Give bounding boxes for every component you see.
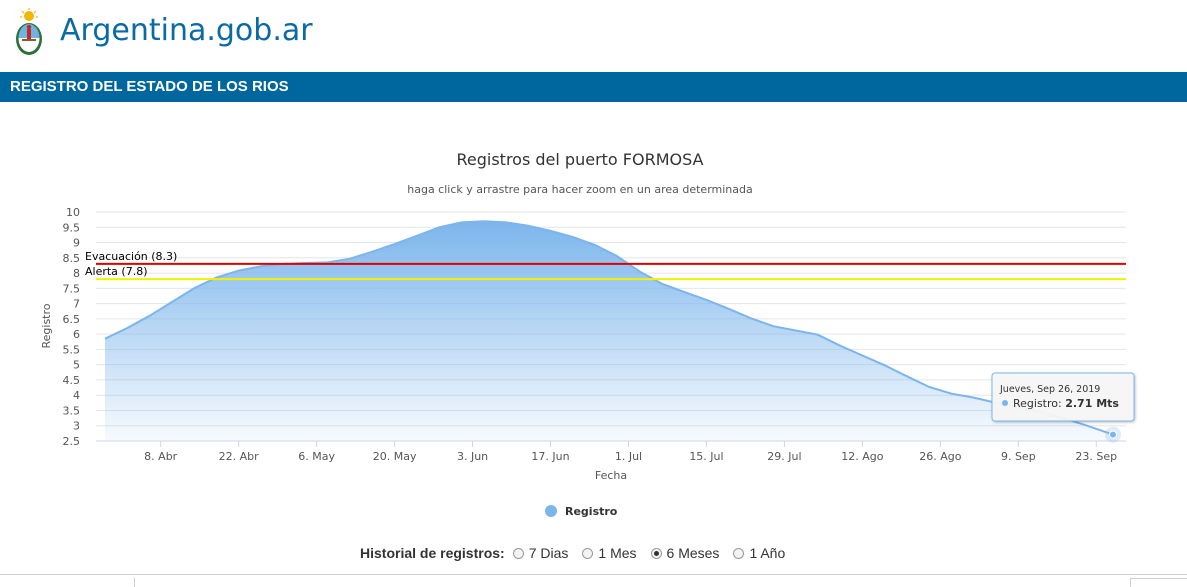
chart-subtitle: haga click y arrastre para hacer zoom en… [407,183,752,196]
brand-logo-text[interactable]: Argentina.gob.ar [60,13,313,48]
history-option-label: 6 Meses [666,545,720,561]
y-axis-tick-labels: 10 9.5 9 8.5 8 7.5 7 6.5 6 5.5 5 4.5 4 3.5 3 2.5 [63,206,81,448]
y-tick-label: 9.5 [63,221,81,234]
footer-divider-tick [134,578,135,587]
tooltip-box [991,372,1135,422]
radio-1-ano[interactable] [733,547,745,559]
y-tick-label: 8 [73,267,80,280]
plot-line-label: Evacuación (8.3) [85,250,177,263]
legend[interactable]: Registro [545,505,618,518]
x-tick-label: 1. Jul [615,450,642,463]
history-option-label: 1 Mes [598,545,637,561]
river-level-chart[interactable]: Registros del puerto FORMOSA haga click … [0,102,1187,532]
y-tick-label: 2.5 [63,435,81,448]
y-axis-label: Registro [40,303,53,348]
x-tick-label: 12. Ago [841,450,883,463]
site-header: Argentina.gob.ar [0,0,1187,72]
argentina-coat-of-arms-icon[interactable] [11,7,47,59]
y-tick-label: 9 [73,237,80,250]
legend-series-label[interactable]: Registro [565,505,618,518]
y-tick-label: 5 [73,359,80,372]
tooltip-value: 2.71 Mts [1065,397,1119,410]
history-label: Historial de registros: [360,545,505,561]
y-tick-label: 4.5 [63,374,81,387]
history-option-7-dias[interactable]: 7 Dias [512,545,569,561]
y-tick-label: 7 [73,298,80,311]
y-tick-label: 3.5 [63,404,81,417]
history-option-label: 7 Dias [528,545,569,561]
history-option-1-ano[interactable]: 1 Año [733,545,785,561]
x-tick-label: 17. Jun [531,450,569,463]
x-tick-label: 22. Abr [219,450,259,463]
radio-1-mes[interactable] [582,547,594,559]
y-tick-label: 10 [66,206,80,219]
legend-series-marker[interactable] [545,505,557,517]
x-tick-label: 8. Abr [144,450,177,463]
tooltip-series-dot [1002,400,1008,406]
y-tick-label: 6.5 [63,313,81,326]
svg-text:Registro: 2.71 Mts: Registro: 2.71 Mts [1013,397,1119,410]
data-points [1105,426,1121,443]
x-tick-label: 26. Ago [919,450,961,463]
section-bar: REGISTRO DEL ESTADO DE LOS RIOS [0,72,1187,102]
hovered-data-point[interactable] [1109,430,1117,439]
radio-7-dias[interactable] [512,547,524,559]
y-tick-label: 4 [73,389,80,402]
chart-title: Registros del puerto FORMOSA [457,150,704,169]
threshold-lines: Evacuación (8.3) Alerta (7.8) [85,250,1126,281]
y-tick-label: 6 [73,328,80,341]
x-tick-label: 9. Sep [1001,450,1036,463]
section-title: REGISTRO DEL ESTADO DE LOS RIOS [10,78,289,95]
chart-tooltip: Jueves, Sep 26, 2019 Registro: 2.71 Mts [991,372,1135,422]
y-tick-label: 7.5 [63,282,81,295]
history-option-label: 1 Año [749,545,786,561]
y-tick-label: 5.5 [63,343,81,356]
plot-line-label: Alerta (7.8) [85,265,148,278]
x-tick-label: 3. Jun [457,450,488,463]
registro-series-line[interactable] [104,220,1114,436]
x-tick-label: 20. May [373,450,417,463]
footer-box [1130,578,1187,587]
x-tick-label: 23. Sep [1075,450,1117,463]
footer-divider [0,574,1187,575]
x-tick-label: 29. Jul [767,450,801,463]
registro-area-fill[interactable] [105,221,1113,441]
y-tick-label: 8.5 [63,252,81,265]
y-tick-label: 3 [73,420,80,433]
history-option-6-meses[interactable]: 6 Meses [650,545,720,561]
history-option-1-mes[interactable]: 1 Mes [582,545,637,561]
x-tick-label: 15. Jul [689,450,723,463]
tooltip-date: Jueves, Sep 26, 2019 [999,384,1100,395]
tooltip-series-name: Registro [1013,397,1058,410]
x-axis-label: Fecha [595,469,627,482]
x-axis-ticks: 8. Abr 22. Abr 6. May 20. May 3. Jun 17. Jun 1… [144,441,1117,463]
radio-6-meses[interactable] [650,547,662,559]
x-tick-label: 6. May [298,450,335,463]
history-selector: Historial de registros: 7 Dias 1 Mes 6 M… [360,545,799,561]
